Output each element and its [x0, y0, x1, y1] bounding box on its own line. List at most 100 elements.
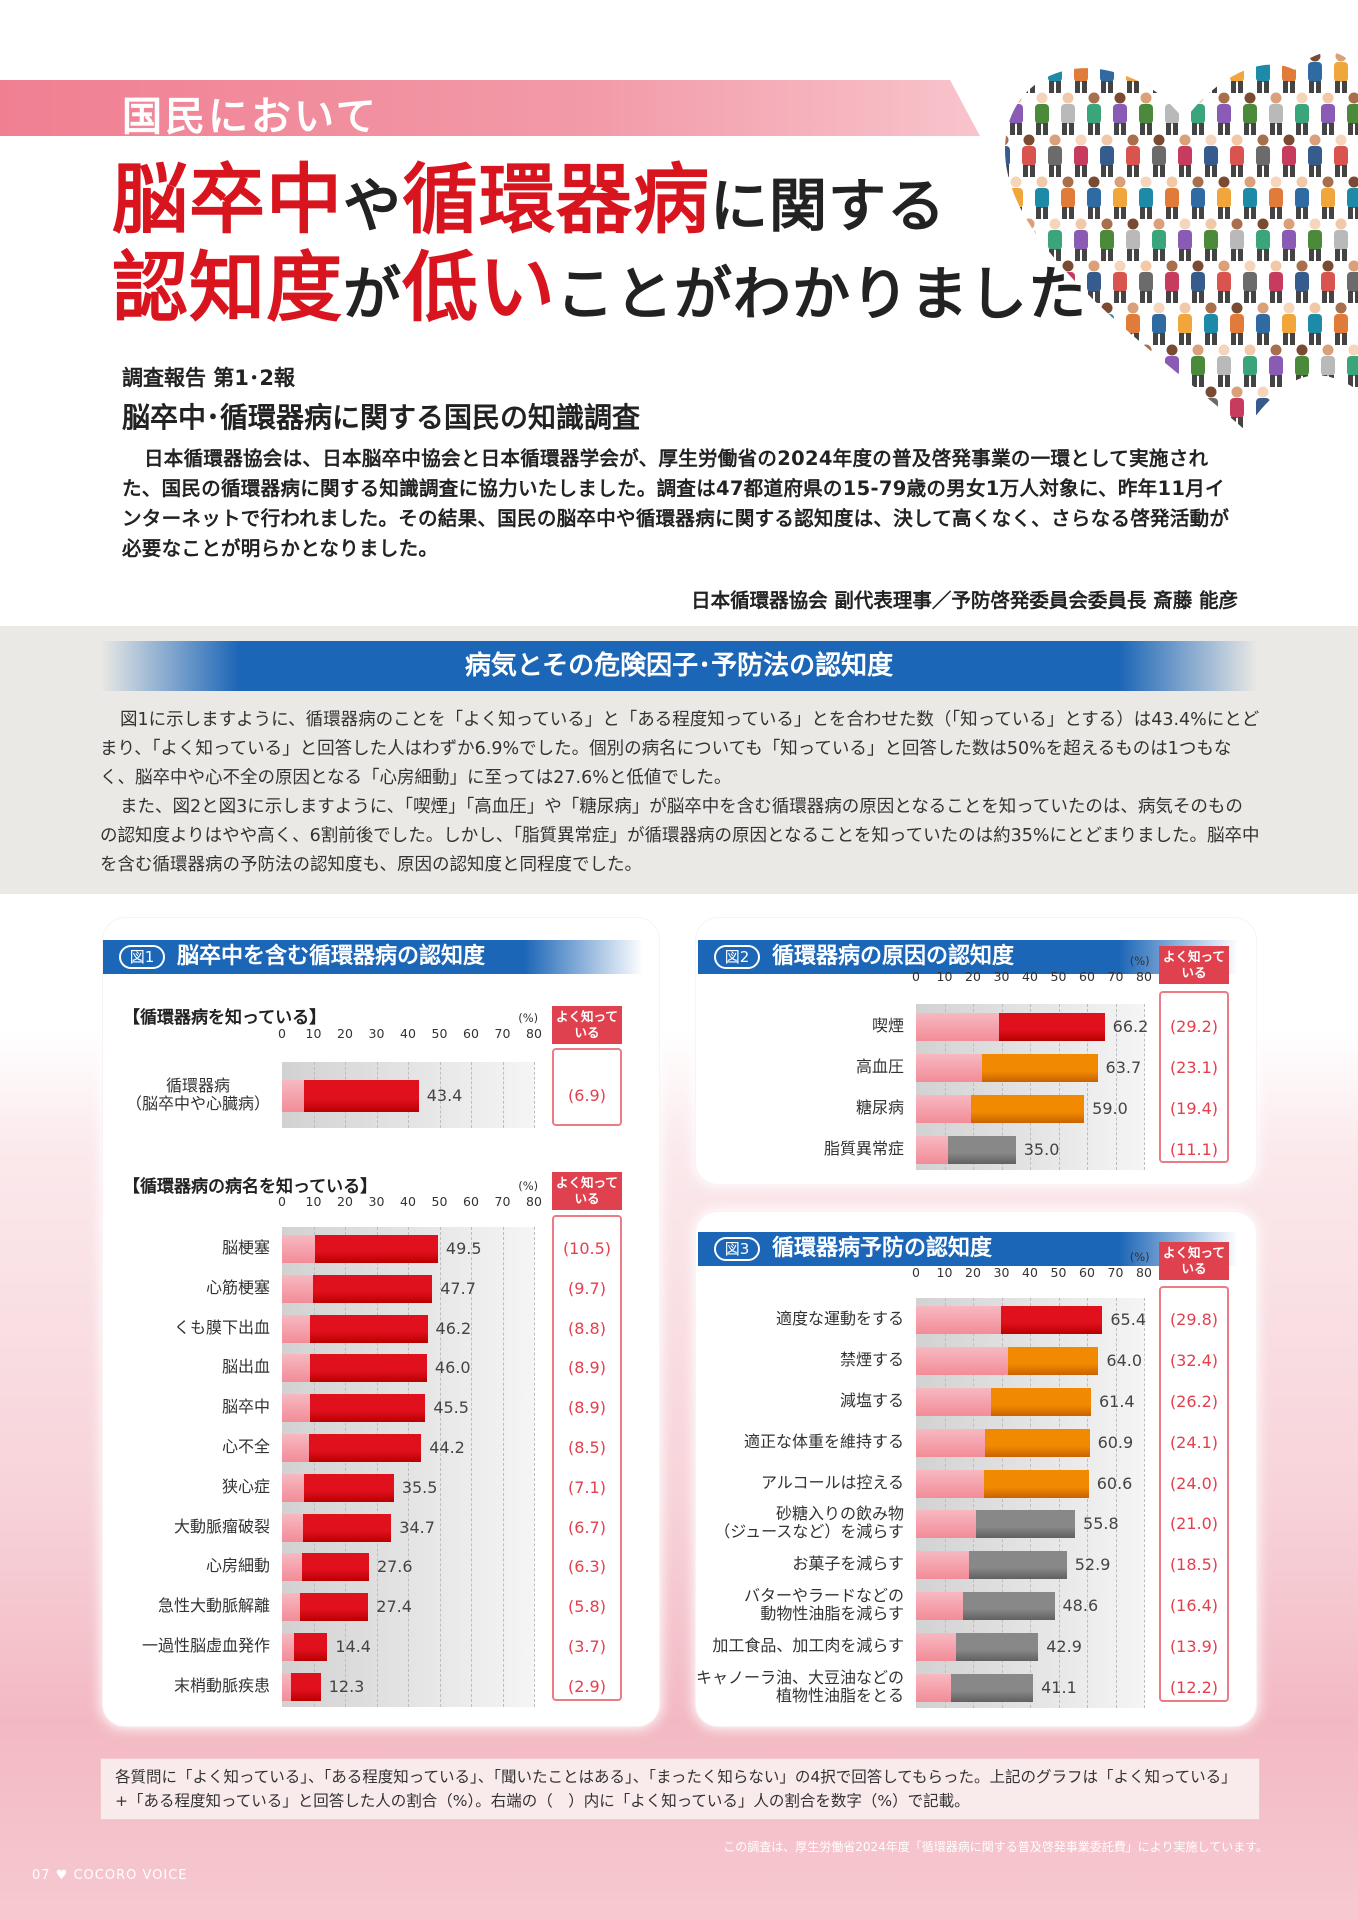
- fig3-category-line: アルコールは控える: [760, 1472, 904, 1492]
- crowd-person: [1256, 134, 1270, 177]
- fig3-bar-well-known-part: [916, 1592, 963, 1620]
- fig2-gridline: [1001, 1004, 1003, 1170]
- crowd-person: [1178, 386, 1192, 429]
- crowd-person: [1334, 386, 1348, 429]
- fig1b-category-line: くも膜下出血: [173, 1317, 270, 1337]
- fig1b-category-line: 一過性脳虚血発作: [141, 1635, 270, 1655]
- crowd-person: [1230, 134, 1244, 177]
- fig1b-category-line: 脳卒中: [221, 1397, 270, 1417]
- fig1b-value-label: 46.2: [435, 1318, 472, 1338]
- fig2-title-bar: 図2 循環器病の原因の認知度: [698, 940, 1238, 974]
- crowd-person: [1204, 302, 1218, 345]
- fig2-well-known-value: (19.4): [1169, 1098, 1219, 1118]
- fig1b-bar-fill: [291, 1672, 321, 1701]
- crowd-person: [1191, 260, 1205, 303]
- crowd-people: [1005, 52, 1358, 429]
- fig1b-bar-fill: [310, 1394, 426, 1423]
- fig1b-value-label: 46.0: [434, 1358, 471, 1378]
- crowd-person: [1152, 218, 1166, 261]
- crowd-person: [1087, 176, 1101, 219]
- fig1b-bar: [282, 1473, 394, 1502]
- author-credit: 日本循環器協会 副代表理事／予防啓発委員会委員長 斎藤 能彦: [691, 589, 1238, 612]
- fig3-bar: [916, 1551, 1067, 1580]
- fig1b-well-known-value: (10.5): [562, 1238, 612, 1258]
- fig1b-bar-well-known-part: [282, 1632, 294, 1661]
- crowd-person: [1295, 92, 1309, 135]
- fig3-category-label: 減塩する: [840, 1392, 904, 1410]
- crowd-person: [1035, 344, 1049, 387]
- fig3-well-known-value: (24.1): [1169, 1432, 1219, 1452]
- kicker-text: 国民において: [122, 94, 379, 140]
- fig1b-gridline: [534, 1227, 535, 1707]
- crowd-person: [1022, 134, 1036, 177]
- fig1b-well-known-value: (9.7): [568, 1278, 606, 1298]
- fig1a-tick-label: 70: [494, 1026, 511, 1041]
- fig3-value-label: 60.6: [1096, 1473, 1133, 1493]
- fig1b-category-line: 心不全: [221, 1436, 270, 1456]
- fig3-category-label: 適度な運動をする: [776, 1310, 904, 1328]
- crowd-person: [1191, 176, 1205, 219]
- fig3-category-line: 適度な運動をする: [775, 1309, 904, 1329]
- crowd-person: [1005, 386, 1010, 429]
- crowd-person: [1005, 52, 1010, 93]
- fig2-badge: 図2: [714, 945, 760, 969]
- crowd-person: [1308, 134, 1322, 177]
- fig1b-tick-label: 40: [400, 1194, 416, 1209]
- fig1b-bar: [282, 1314, 428, 1343]
- fig1b-value-label: 44.2: [429, 1437, 465, 1457]
- fig1b-bar-well-known-part: [282, 1274, 313, 1303]
- fig3-category-line: キャノーラ油、大豆油などの: [695, 1667, 904, 1687]
- fig1b-bar: [282, 1274, 433, 1303]
- fig1b-category-label: 脳卒中: [222, 1398, 270, 1416]
- fig1b-bar: [282, 1672, 321, 1701]
- fig1b-category-label: 心不全: [221, 1436, 270, 1456]
- crowd-person: [1113, 92, 1127, 135]
- crowd-person: [1269, 344, 1283, 387]
- fig2-tick-label: 50: [1050, 969, 1067, 984]
- fig3-gridline: [1030, 1298, 1031, 1708]
- fig1b-tick-label: 70: [494, 1194, 511, 1209]
- fig3-value-label: 42.9: [1046, 1636, 1082, 1656]
- fig2-value-label: 35.0: [1023, 1139, 1060, 1159]
- crowd-person: [1139, 344, 1153, 387]
- fig2-gridline: [1058, 1004, 1060, 1170]
- fig3-category-line: お菓子を減らす: [792, 1554, 904, 1574]
- fig3-tick-label: 10: [936, 1265, 953, 1280]
- headline-line1-segment: に関する: [710, 172, 947, 240]
- crowd-person: [1204, 52, 1218, 93]
- fig3-gridline: [1058, 1298, 1060, 1708]
- fig3-category-line: 適正な体重を維持する: [743, 1431, 904, 1451]
- fig3-bar-fill: [984, 1428, 1090, 1457]
- fig3-bar: [916, 1673, 1034, 1702]
- fig3-tick-label: 20: [965, 1265, 981, 1280]
- fig1b-value-label: 47.7: [440, 1278, 476, 1298]
- crowd-person: [1295, 176, 1309, 219]
- fig3-gridline: [1087, 1298, 1088, 1708]
- crowd-person: [1321, 176, 1335, 219]
- fig1b-bar-well-known-part: [282, 1593, 301, 1622]
- fig2-tick-label: 30: [993, 969, 1010, 984]
- crowd-person: [1347, 260, 1358, 303]
- fig2-well-known-value: (11.1): [1169, 1139, 1219, 1159]
- section-para-2: また、図2と図3に示しますように、「喫煙」「高血圧」や「糖尿病」が脳卒中を含む循…: [100, 797, 1260, 875]
- fig1b-bar: [282, 1433, 422, 1462]
- crowd-person: [1308, 386, 1322, 429]
- report-label: 調査報告 第1･2報: [122, 366, 296, 390]
- fig1b-value-label: 12.3: [328, 1676, 365, 1696]
- footnote-box: 各質問に「よく知っている」、「ある程度知っている」、「聞いたことはある」、「まっ…: [100, 1758, 1260, 1820]
- fig1b-bar-fill: [300, 1593, 369, 1622]
- fig1a-tick-label: 40: [400, 1026, 416, 1041]
- fig1b-tick-label: 30: [368, 1194, 385, 1209]
- fig1b-tick-label: 20: [337, 1194, 353, 1209]
- fig3-tick-label: 80: [1136, 1265, 1152, 1280]
- crowd-person: [1165, 260, 1179, 303]
- fig3-category-line: 減塩する: [839, 1391, 904, 1410]
- fig2-well-known-value: (23.1): [1169, 1057, 1219, 1077]
- fig3-bar-fill: [955, 1632, 1039, 1661]
- page-folio: 07 ♥ COCORO VOICE: [32, 1868, 188, 1883]
- fig1a-tick-label: 50: [431, 1026, 448, 1041]
- fig2-bar: [916, 1135, 1016, 1164]
- crowd-person: [1139, 92, 1153, 135]
- crowd-person: [1178, 52, 1192, 93]
- crowd-person: [1100, 386, 1114, 429]
